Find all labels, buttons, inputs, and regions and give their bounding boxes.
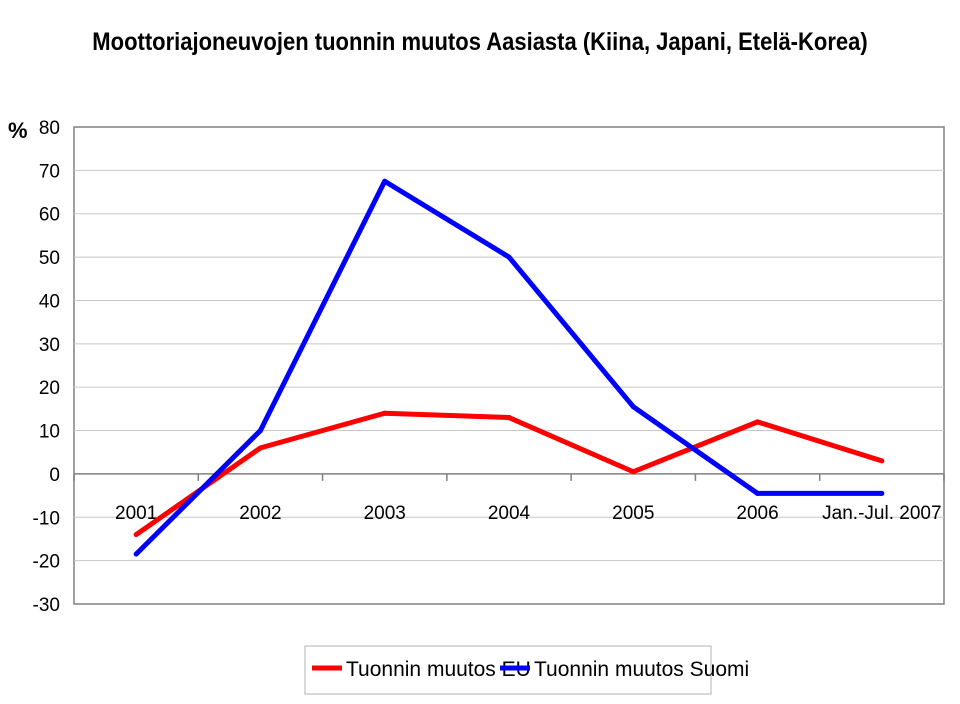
y-tick-label: 30 bbox=[39, 335, 60, 356]
data-point bbox=[755, 490, 761, 496]
y-tick-label: 50 bbox=[39, 248, 60, 269]
y-tick-label: 10 bbox=[39, 422, 60, 443]
x-category-label: 2004 bbox=[488, 503, 531, 524]
y-tick-label: 20 bbox=[39, 378, 60, 399]
data-point bbox=[506, 254, 512, 260]
y-tick-label: -20 bbox=[33, 552, 60, 573]
y-axis-unit-label: % bbox=[8, 118, 28, 143]
y-tick-label: -10 bbox=[33, 508, 60, 529]
y-tick-label: 40 bbox=[39, 291, 60, 312]
x-axis-categories: 2001 2002 2003 2004 2005 2006 Jan.-Jul. 2007 bbox=[115, 503, 942, 524]
y-tick-label: 60 bbox=[39, 205, 60, 226]
y-tick-label: 80 bbox=[39, 118, 60, 139]
y-tick-label: -30 bbox=[33, 595, 60, 616]
chart-title: Moottoriajoneuvojen tuonnin muutos Aasia… bbox=[92, 28, 868, 56]
data-point bbox=[382, 410, 388, 416]
series-lines bbox=[133, 178, 885, 557]
data-point bbox=[879, 490, 885, 496]
data-point bbox=[382, 178, 388, 184]
data-point bbox=[630, 404, 636, 410]
legend: Tuonnin muutos EU Tuonnin muutos Suomi bbox=[304, 645, 749, 695]
x-category-label: 2002 bbox=[239, 503, 281, 524]
data-point bbox=[630, 469, 636, 475]
x-category-label: Jan.-Jul. 2007 bbox=[822, 503, 941, 524]
x-category-label: 2005 bbox=[612, 503, 654, 524]
legend-label: Tuonnin muutos EU bbox=[346, 658, 531, 681]
data-point bbox=[257, 445, 263, 451]
y-axis-ticks: 80 70 60 50 40 30 20 10 0 -10 -20 -30 bbox=[33, 118, 60, 616]
data-point bbox=[257, 428, 263, 434]
data-point bbox=[506, 415, 512, 421]
x-category-label: 2003 bbox=[364, 503, 406, 524]
legend-label: Tuonnin muutos Suomi bbox=[534, 658, 749, 681]
x-category-label: 2001 bbox=[115, 503, 157, 524]
y-tick-label: 0 bbox=[49, 465, 60, 486]
data-point bbox=[755, 419, 761, 425]
x-category-label: 2006 bbox=[736, 503, 778, 524]
plot-area bbox=[73, 126, 945, 605]
y-tick-label: 70 bbox=[39, 161, 60, 182]
data-point bbox=[879, 458, 885, 464]
data-point bbox=[133, 532, 139, 538]
data-point bbox=[133, 551, 139, 557]
